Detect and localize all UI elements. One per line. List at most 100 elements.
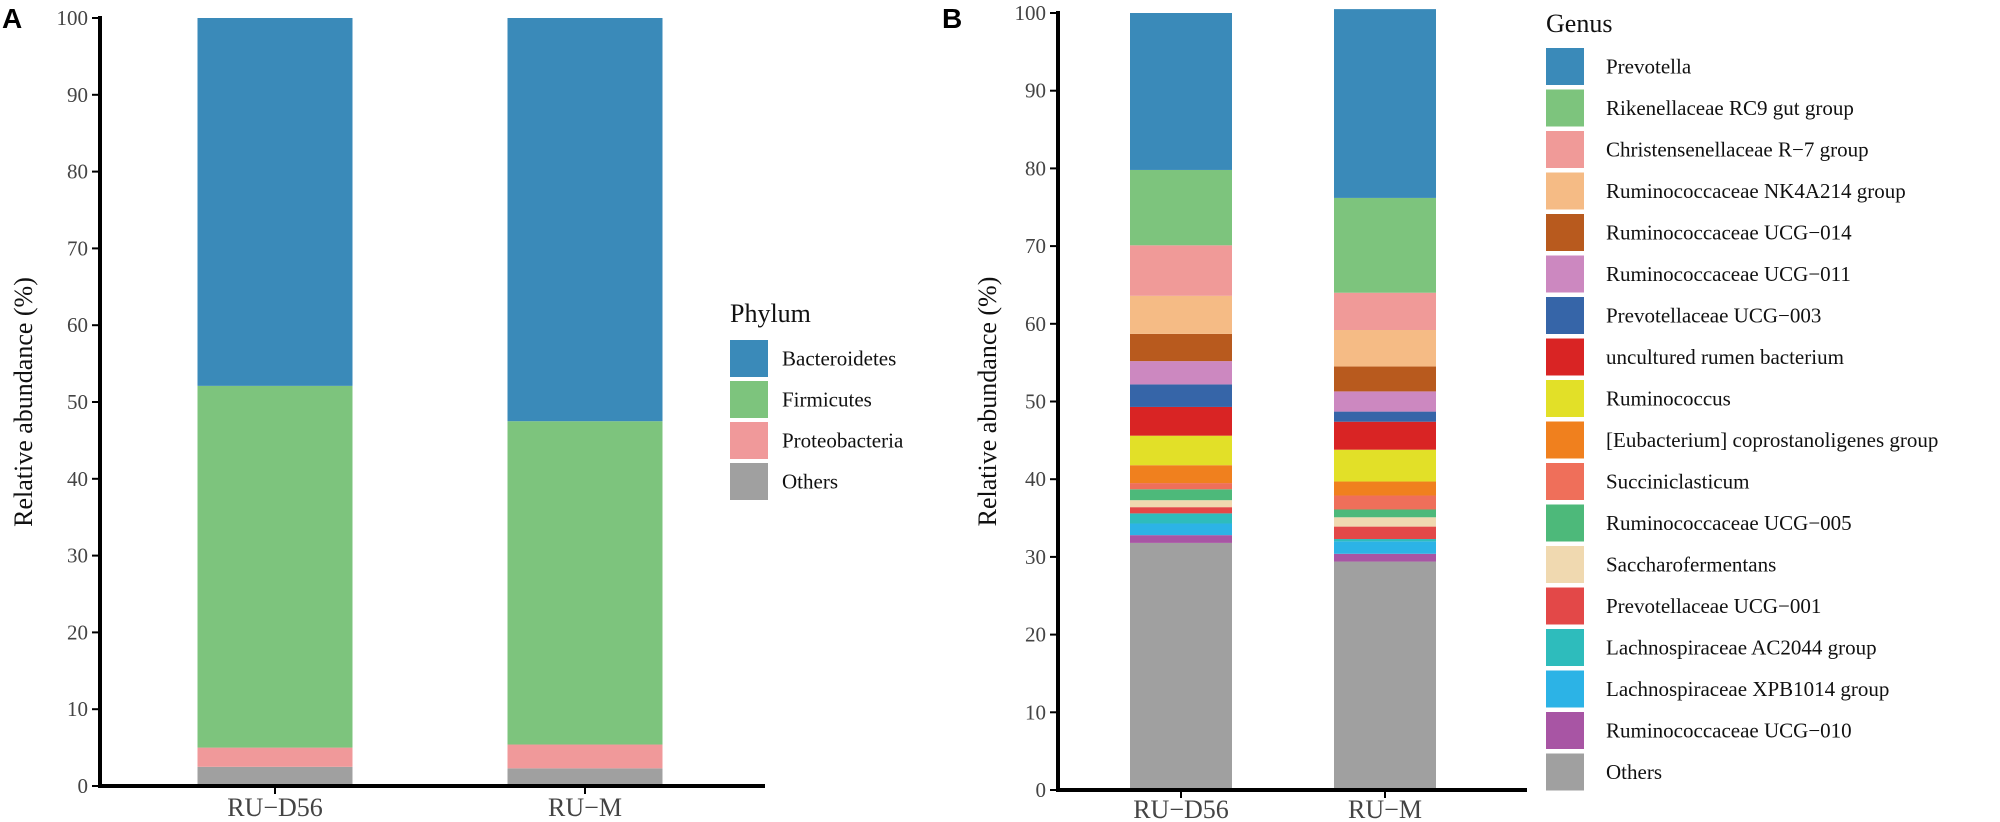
y-tick-label: 90 (67, 83, 88, 107)
bar-segment (1130, 406, 1232, 436)
y-tick-label: 0 (78, 774, 89, 798)
legend-label: Ruminococcus (1606, 387, 1731, 411)
legend-title: Phylum (730, 299, 811, 328)
bar-segment (1130, 245, 1232, 296)
legend-swatch (1546, 753, 1584, 791)
legend-label: Christensenellaceae R−7 group (1606, 138, 1869, 162)
bar-segment (507, 421, 663, 745)
bar-segment (1130, 535, 1232, 543)
legend-swatch (1546, 712, 1584, 749)
legend-label: Ruminococcaceae NK4A214 group (1606, 179, 1906, 203)
legend-swatch (1546, 214, 1584, 251)
legend-item: Bacteroidetes (730, 340, 896, 377)
bar-segment (1130, 489, 1232, 501)
legend-swatch (1546, 629, 1584, 666)
bar-segment (1334, 366, 1436, 392)
y-tick-label: 30 (1025, 545, 1046, 569)
panel-b-chart: B 0 10 20 30 40 50 60 70 80 90 100 RU−D56 RU−M Relativ… (942, 1, 1938, 822)
bar-segment (1130, 500, 1232, 508)
legend-item: Christensenellaceae R−7 group (1546, 131, 1869, 168)
bar-segment (1334, 517, 1436, 527)
bar-segment (507, 744, 663, 769)
y-tick-label: 70 (1025, 234, 1046, 258)
legend-swatch (1546, 48, 1584, 85)
legend-label: Lachnospiraceae XPB1014 group (1606, 677, 1889, 701)
panel-label: A (2, 3, 22, 34)
y-tick-label: 50 (1025, 390, 1046, 414)
legend-label: Prevotella (1606, 55, 1692, 79)
legend-label: Lachnospiraceae AC2044 group (1606, 636, 1877, 660)
legend-item: Prevotellaceae UCG−003 (1546, 297, 1821, 334)
legend-item: Prevotella (1546, 48, 1692, 85)
bar-segment (1334, 391, 1436, 412)
bar-segment (1130, 169, 1232, 246)
bar-segment (1334, 9, 1436, 198)
bar-segment (1130, 465, 1232, 484)
legend-swatch (1546, 670, 1584, 708)
legend-label: Ruminococcaceae UCG−010 (1606, 719, 1852, 743)
legend-item: Ruminococcus (1546, 380, 1731, 417)
x-tick-label: RU−D56 (227, 793, 323, 822)
legend-item: uncultured rumen bacterium (1546, 338, 1844, 376)
bar-segment (1334, 292, 1436, 331)
legend: Genus Prevotella Rikenellaceae RC9 gut gro… (1546, 9, 1938, 791)
legend-swatch (1546, 463, 1584, 500)
legend-item: Ruminococcaceae UCG−014 (1546, 214, 1852, 251)
bar-segment (1130, 333, 1232, 362)
x-tick-label: RU−D56 (1133, 795, 1229, 822)
legend-label: Rikenellaceae RC9 gut group (1606, 96, 1854, 120)
legend-swatch (1546, 89, 1584, 127)
bar-segment (197, 747, 353, 767)
legend-swatch (1546, 338, 1584, 376)
legend-item: Ruminococcaceae UCG−005 (1546, 504, 1852, 542)
bar-segment (1130, 507, 1232, 514)
legend-item: [Eubacterium] coprostanoligenes group (1546, 421, 1938, 459)
legend-item: Prevotellaceae UCG−001 (1546, 587, 1821, 625)
legend-swatch (1546, 380, 1584, 417)
y-tick-label: 100 (1015, 1, 1047, 25)
bar-segment (1130, 513, 1232, 524)
bar-segment (1334, 197, 1436, 293)
bar-segment (197, 385, 353, 748)
legend-label: Firmicutes (782, 388, 872, 412)
y-tick-label: 80 (67, 160, 88, 184)
legend-title: Genus (1546, 9, 1612, 38)
bar-segment (1334, 421, 1436, 450)
legend-item: Rikenellaceae RC9 gut group (1546, 89, 1854, 127)
y-tick-label: 40 (1025, 467, 1046, 491)
y-tick-label: 50 (67, 390, 88, 414)
bar-segment (507, 18, 663, 422)
legend-item: Lachnospiraceae XPB1014 group (1546, 670, 1889, 708)
y-tick-label: 30 (67, 544, 88, 568)
y-tick-label: 80 (1025, 156, 1046, 180)
legend-item: Lachnospiraceae AC2044 group (1546, 629, 1877, 666)
legend-swatch (1546, 172, 1584, 210)
y-axis-label: Relative abundance (%) (9, 277, 38, 527)
legend-label: Ruminococcaceae UCG−014 (1606, 221, 1852, 245)
x-tick-label: RU−M (1348, 795, 1422, 822)
legend-label: Ruminococcaceae UCG−011 (1606, 262, 1851, 286)
legend-item: Proteobacteria (730, 422, 904, 459)
bar-segment (1334, 411, 1436, 422)
y-tick-label: 10 (1025, 700, 1046, 724)
legend-swatch (1546, 297, 1584, 334)
legend-swatch (1546, 546, 1584, 583)
legend-label: Proteobacteria (782, 429, 904, 453)
bar-segment (507, 768, 663, 786)
legend-label: Saccharofermentans (1606, 553, 1776, 577)
legend-swatch (730, 340, 768, 377)
bar-segment (1334, 561, 1436, 790)
panel-label: B (942, 3, 962, 34)
bar-segment (1130, 483, 1232, 490)
legend-label: Succiniclasticum (1606, 470, 1749, 494)
legend-item: Saccharofermentans (1546, 546, 1776, 583)
x-tick-label: RU−M (548, 793, 622, 822)
y-axis-label: Relative abundance (%) (973, 277, 1002, 527)
legend-label: Others (782, 470, 838, 494)
bar-segment (1334, 495, 1436, 510)
legend-item: Ruminococcaceae NK4A214 group (1546, 172, 1906, 210)
y-tick-label: 20 (1025, 623, 1046, 647)
legend-swatch (1546, 504, 1584, 542)
bar-segment (1334, 330, 1436, 367)
